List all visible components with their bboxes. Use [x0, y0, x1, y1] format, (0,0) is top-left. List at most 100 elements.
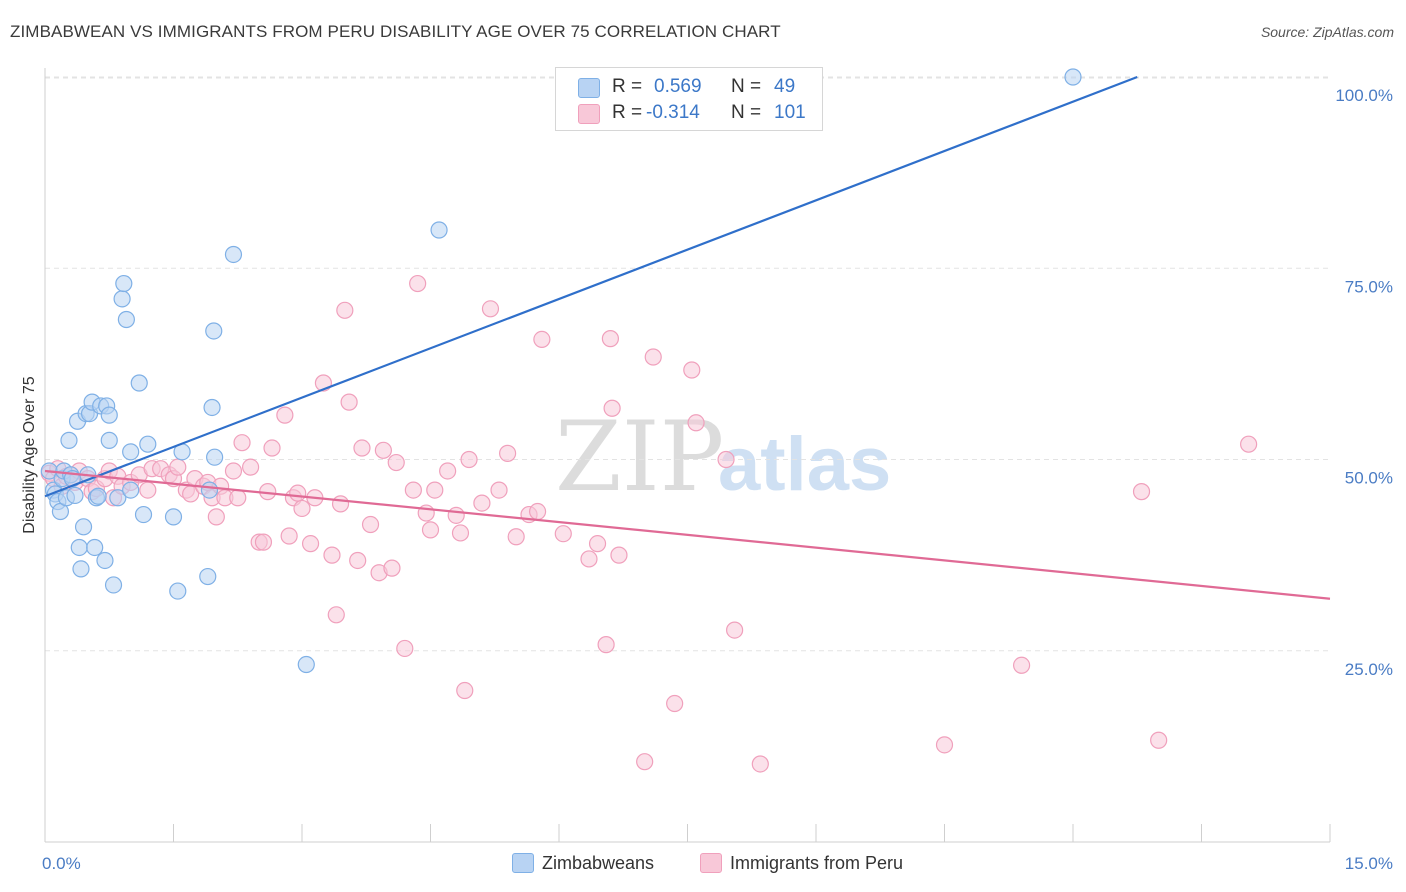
- data-point: [281, 528, 297, 544]
- data-point: [71, 539, 87, 555]
- legend-n-value: 101: [774, 102, 806, 124]
- data-point: [337, 302, 353, 318]
- series-swatch-peru: [700, 853, 722, 873]
- data-point: [73, 561, 89, 577]
- legend-n-label: N =: [731, 102, 761, 124]
- legend-r-label: R =: [612, 76, 642, 98]
- data-point: [474, 495, 490, 511]
- data-point: [581, 551, 597, 567]
- correlation-legend: R = 0.569 N = 49 R = -0.314 N = 101: [555, 67, 823, 131]
- data-point: [207, 449, 223, 465]
- data-point: [937, 737, 953, 753]
- data-point: [590, 536, 606, 552]
- data-point: [204, 399, 220, 415]
- data-point: [500, 445, 516, 461]
- data-point: [61, 432, 77, 448]
- legend-swatch-peru: [578, 104, 600, 124]
- data-point: [136, 507, 152, 523]
- legend-r-value: -0.314: [646, 102, 700, 124]
- data-point: [328, 607, 344, 623]
- trend-lines: [45, 77, 1330, 599]
- data-point: [637, 754, 653, 770]
- data-point: [431, 222, 447, 238]
- legend-n-label: N =: [731, 76, 761, 98]
- data-point: [448, 507, 464, 523]
- legend-r-label: R =: [612, 102, 642, 124]
- data-point: [508, 529, 524, 545]
- y-tick-label: 100.0%: [1335, 86, 1393, 105]
- data-point: [225, 246, 241, 262]
- data-point: [116, 276, 132, 292]
- data-point: [290, 485, 306, 501]
- data-point: [354, 440, 370, 456]
- data-point: [341, 394, 357, 410]
- data-point: [555, 526, 571, 542]
- data-point: [140, 482, 156, 498]
- data-point: [405, 482, 421, 498]
- data-point: [410, 276, 426, 292]
- data-point: [166, 509, 182, 525]
- data-point: [611, 547, 627, 563]
- data-point: [363, 517, 379, 533]
- data-point: [200, 569, 216, 585]
- data-point: [350, 552, 366, 568]
- data-point: [294, 500, 310, 516]
- data-point: [604, 400, 620, 416]
- data-point: [684, 362, 700, 378]
- data-point: [303, 536, 319, 552]
- data-point: [388, 455, 404, 471]
- data-point: [114, 291, 130, 307]
- data-point: [602, 331, 618, 347]
- data-point: [491, 482, 507, 498]
- data-point: [243, 459, 259, 475]
- data-point: [298, 657, 314, 673]
- y-tick-label: 75.0%: [1345, 277, 1393, 296]
- series-label-peru: Immigrants from Peru: [730, 853, 903, 874]
- data-point: [452, 525, 468, 541]
- data-point: [206, 323, 222, 339]
- data-point: [457, 683, 473, 699]
- data-point: [718, 452, 734, 468]
- data-point: [440, 463, 456, 479]
- data-point: [123, 444, 139, 460]
- data-point: [76, 519, 92, 535]
- data-point: [688, 415, 704, 431]
- data-point: [230, 490, 246, 506]
- data-point: [90, 488, 106, 504]
- data-point: [645, 349, 661, 365]
- data-point: [255, 534, 271, 550]
- data-point: [461, 452, 477, 468]
- data-point: [384, 560, 400, 576]
- data-point: [397, 640, 413, 656]
- data-point: [123, 482, 139, 498]
- data-point: [530, 504, 546, 520]
- data-point: [97, 552, 113, 568]
- series-legend: Zimbabweans Immigrants from Peru: [0, 851, 1406, 879]
- data-point: [170, 459, 186, 475]
- data-point: [264, 440, 280, 456]
- data-point: [1241, 436, 1257, 452]
- scatter-plot: ZIP atlas 25.0%50.0%75.0%100.0%0.0% 15.0%: [0, 0, 1406, 892]
- data-point: [727, 622, 743, 638]
- data-point: [324, 547, 340, 563]
- data-point: [1134, 484, 1150, 500]
- legend-swatch-zimbabweans: [578, 78, 600, 98]
- data-point: [118, 312, 134, 328]
- legend-r-value: 0.569: [654, 76, 702, 98]
- data-point: [201, 482, 217, 498]
- data-point: [482, 301, 498, 317]
- data-point: [752, 756, 768, 772]
- data-point: [427, 482, 443, 498]
- y-tick-label: 50.0%: [1345, 469, 1393, 488]
- data-point: [1151, 732, 1167, 748]
- data-point: [101, 407, 117, 423]
- data-point: [333, 496, 349, 512]
- data-point: [1014, 657, 1030, 673]
- legend-n-value: 49: [774, 76, 795, 98]
- data-point: [106, 577, 122, 593]
- data-point: [234, 435, 250, 451]
- y-tick-label: 25.0%: [1345, 660, 1393, 679]
- data-point: [101, 432, 117, 448]
- data-point: [170, 583, 186, 599]
- data-point: [423, 522, 439, 538]
